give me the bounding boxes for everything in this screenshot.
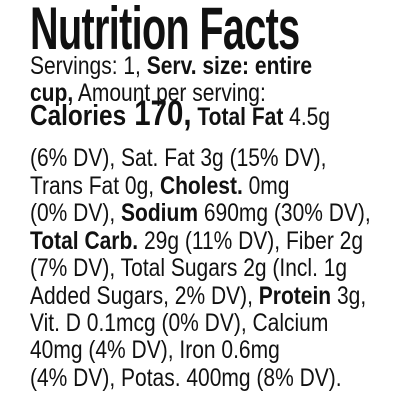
text-line: (7% DV), Total Sugars 2g (Incl. 1g	[30, 254, 347, 282]
text: (4% DV), Potas. 400mg (8% DV).	[30, 364, 342, 392]
text-line: Calories 170, Total Fat 4.5g	[30, 96, 331, 132]
title: Nutrition Facts	[30, 0, 300, 62]
text: (7% DV), Total Sugars 2g (Incl. 1g	[30, 254, 348, 282]
text: (0% DV),	[30, 199, 122, 227]
text: 3g,	[331, 282, 367, 310]
bold-text: Cholest.	[159, 172, 243, 200]
text: (6% DV), Sat. Fat 3g (15% DV),	[30, 144, 327, 172]
text: 40mg (4% DV), Iron 0.6mg	[30, 336, 280, 364]
text-line: Servings: 1, Serv. size: entire	[30, 52, 312, 80]
text-line: (4% DV), Potas. 400mg (8% DV).	[30, 364, 342, 392]
text-line: 40mg (4% DV), Iron 0.6mg	[30, 336, 280, 364]
bold-text: Serv. size: entire	[146, 52, 313, 80]
bold-text: 170,	[126, 94, 192, 133]
text: Servings: 1,	[30, 52, 147, 80]
text: 29g (11% DV), Fiber 2g	[138, 227, 364, 255]
bold-text: Total Fat	[191, 103, 284, 131]
text-line: (6% DV), Sat. Fat 3g (15% DV),	[30, 144, 326, 172]
bold-text: Total Carb.	[30, 227, 139, 255]
bold-text: cup,	[30, 79, 74, 107]
text: Added Sugars, 2% DV),	[30, 282, 259, 310]
text: 4.5g	[283, 103, 331, 131]
text-line: cup, Amount per serving:	[30, 79, 266, 107]
bold-text: Calories	[30, 100, 127, 132]
text: 690mg (30% DV),	[198, 199, 371, 227]
text-line: Vit. D 0.1mcg (0% DV), Calcium	[30, 309, 328, 337]
text: 0mg	[242, 172, 290, 200]
bold-text: Sodium	[121, 199, 199, 227]
text-line: Added Sugars, 2% DV), Protein 3g,	[30, 282, 366, 310]
text: Trans Fat 0g,	[30, 172, 160, 200]
bold-text: Protein	[258, 282, 332, 310]
text: Amount per serving:	[73, 79, 266, 107]
text-line: (0% DV), Sodium 690mg (30% DV),	[30, 199, 371, 227]
text-line: Total Carb. 29g (11% DV), Fiber 2g	[30, 227, 363, 255]
text-line: Trans Fat 0g, Cholest. 0mg	[30, 172, 289, 200]
text: Vit. D 0.1mcg (0% DV), Calcium	[30, 309, 329, 337]
